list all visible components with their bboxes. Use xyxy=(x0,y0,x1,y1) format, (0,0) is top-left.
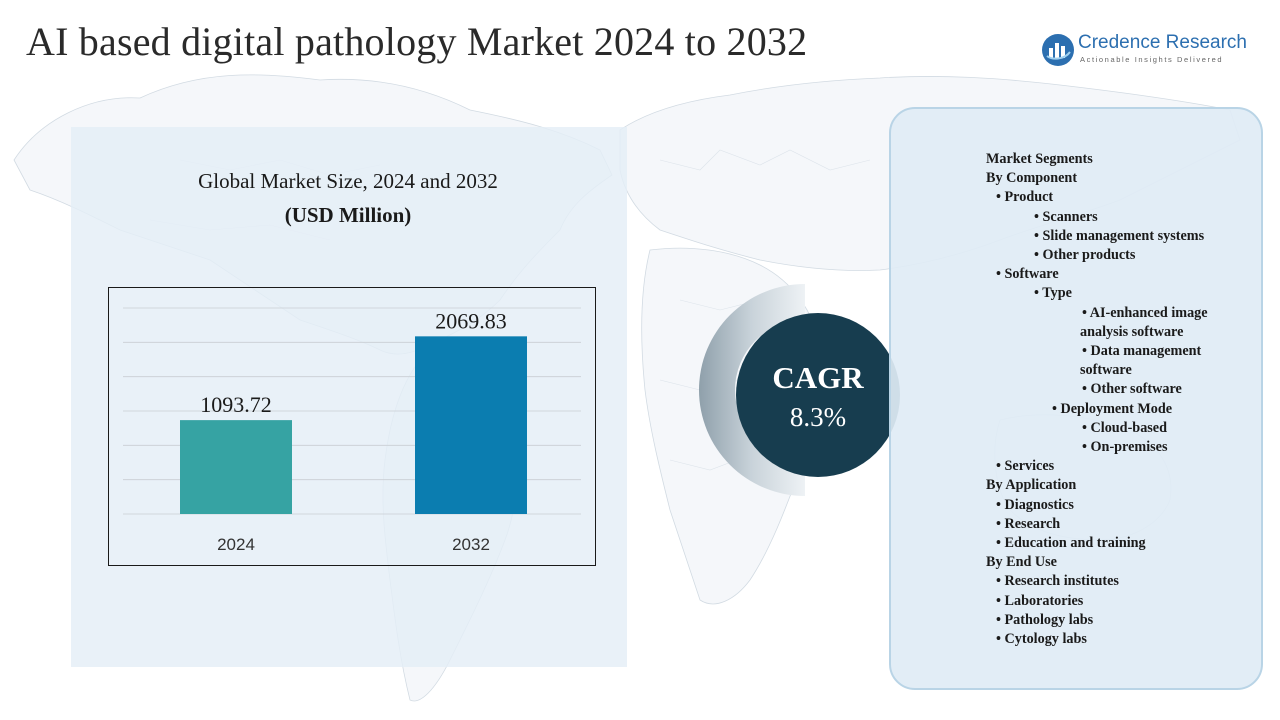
segment-line: • Other products xyxy=(1034,247,1136,263)
segment-line: • Other software xyxy=(1082,381,1182,398)
segment-line: • Software xyxy=(996,266,1059,283)
segment-line: • Services xyxy=(996,458,1055,475)
cagr-value: 8.3% xyxy=(790,402,846,432)
segment-line: • Slide management systems xyxy=(1034,227,1205,244)
segment-line: analysis software xyxy=(1080,323,1184,340)
segment-line: • Data management xyxy=(1082,343,1202,359)
x-tick-label-2024: 2024 xyxy=(217,535,255,554)
cagr-label: CAGR xyxy=(772,360,864,395)
page-title: AI based digital pathology Market 2024 t… xyxy=(26,19,808,64)
market-segments-panel xyxy=(889,107,1263,690)
credence-logo-icon xyxy=(1042,34,1074,66)
segment-line: • Scanners xyxy=(1034,208,1098,225)
bar-2024 xyxy=(180,420,292,514)
bar-2032 xyxy=(415,336,527,514)
cagr-ring xyxy=(699,284,805,496)
segment-line: By End Use xyxy=(986,554,1057,571)
segment-line: Market Segments xyxy=(986,151,1093,167)
bar-value-label-2032: 2069.83 xyxy=(435,308,507,333)
segment-line: • Pathology labs xyxy=(996,611,1094,628)
segment-line: • Type xyxy=(1034,285,1072,302)
cagr-circle xyxy=(736,313,900,477)
cagr-badge: CAGR 8.3% xyxy=(699,284,900,496)
bar-chart-plot: 1093.72 2024 2069.83 2032 xyxy=(123,307,581,554)
bar-value-label-2024: 1093.72 xyxy=(200,392,272,417)
segment-line: • Laboratories xyxy=(996,592,1084,609)
chart-subtitle: (USD Million) xyxy=(284,203,412,227)
segment-line: software xyxy=(1080,362,1132,379)
segment-line: • Research xyxy=(996,515,1061,532)
logo-tagline: Actionable Insights Delivered xyxy=(1080,55,1224,64)
logo-name: Credence Research xyxy=(1078,32,1247,53)
segment-line: • On-premises xyxy=(1082,439,1168,455)
segment-line: • Diagnostics xyxy=(996,496,1074,513)
chart-title-block: Global Market Size, 2024 and 2032 (USD M… xyxy=(100,164,596,232)
segment-line: • Deployment Mode xyxy=(1052,400,1173,417)
segment-line: • Cytology labs xyxy=(996,631,1087,647)
segment-line: By Component xyxy=(986,170,1078,187)
segment-line: • Research institutes xyxy=(996,573,1119,590)
bar-chart: 1093.72 2024 2069.83 2032 xyxy=(108,287,596,566)
segment-line: • AI-enhanced image xyxy=(1082,304,1208,321)
brand-logo[interactable]: Credence Research Actionable Insights De… xyxy=(1040,30,1260,70)
x-tick-label-2032: 2032 xyxy=(452,535,490,554)
chart-panel xyxy=(71,127,627,667)
segment-line: By Application xyxy=(986,477,1077,494)
segment-line: • Education and training xyxy=(996,535,1146,551)
segment-line: • Product xyxy=(996,189,1054,206)
chart-title: Global Market Size, 2024 and 2032 xyxy=(198,169,498,193)
segment-line: • Cloud-based xyxy=(1082,419,1167,436)
